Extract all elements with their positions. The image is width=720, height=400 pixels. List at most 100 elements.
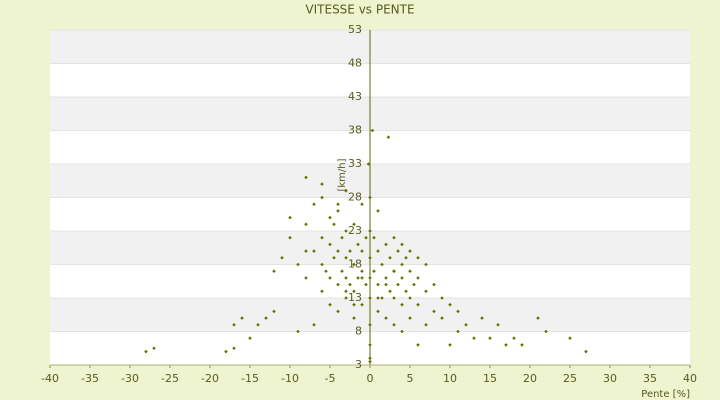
point (370, 128, 375, 133)
x-tick-label: 0 (367, 372, 374, 385)
point (400, 276, 404, 280)
point (264, 316, 268, 320)
point (368, 343, 372, 347)
point (432, 282, 436, 287)
point (368, 296, 372, 300)
x-tick-label: 10 (443, 372, 457, 385)
point (272, 309, 276, 314)
point (392, 296, 396, 300)
point (380, 296, 384, 300)
x-axis-label: Pente [%] (641, 389, 690, 400)
y-tick-label: 8 (355, 325, 362, 338)
point (364, 235, 368, 240)
point (232, 346, 236, 351)
x-tick-label: -30 (121, 372, 139, 385)
point (352, 222, 356, 227)
point (328, 242, 332, 247)
point (344, 189, 348, 193)
point (400, 302, 404, 307)
point (384, 282, 388, 287)
point (344, 296, 348, 300)
point (152, 346, 156, 351)
point (372, 235, 376, 240)
point (336, 209, 340, 213)
point (440, 296, 444, 300)
point (296, 262, 300, 267)
point (296, 329, 300, 334)
point (320, 235, 324, 240)
point (464, 323, 468, 327)
point (472, 336, 476, 340)
y-tick-label: 43 (348, 90, 362, 103)
point (232, 323, 236, 327)
point (280, 256, 284, 260)
x-tick-label: 40 (683, 372, 697, 385)
y-tick-label: 38 (348, 124, 362, 137)
y-tick-label: 23 (348, 224, 362, 237)
point (348, 249, 352, 253)
point (344, 256, 348, 260)
point (364, 282, 368, 287)
point (368, 356, 372, 361)
point (440, 316, 444, 320)
point (360, 202, 364, 206)
point (536, 316, 540, 320)
y-axis-label: [km/h] (337, 158, 348, 191)
point (328, 276, 332, 280)
x-tick-label: 35 (643, 372, 657, 385)
point (320, 195, 324, 200)
point (320, 289, 324, 294)
point (304, 249, 308, 253)
x-tick-label: -40 (41, 372, 59, 385)
point (144, 349, 148, 354)
point (456, 309, 460, 314)
x-tick-label: -20 (201, 372, 219, 385)
x-tick-label: 30 (603, 372, 617, 385)
x-tick-label: -5 (325, 372, 336, 385)
y-tick-label: 53 (348, 23, 362, 36)
point (408, 269, 412, 273)
point (368, 195, 372, 200)
point (488, 336, 492, 340)
point (416, 302, 420, 307)
point (384, 316, 388, 320)
point (240, 316, 244, 320)
point (352, 289, 356, 294)
point (568, 336, 572, 340)
point (400, 329, 404, 334)
point (392, 235, 396, 240)
point (392, 269, 396, 273)
point (432, 309, 436, 314)
point (272, 269, 276, 273)
point (248, 336, 252, 340)
point (328, 215, 332, 220)
point (376, 309, 380, 314)
point (512, 336, 516, 340)
point (400, 262, 404, 267)
point (400, 242, 404, 247)
x-tick-label: -10 (281, 372, 299, 385)
point (288, 235, 292, 240)
point (520, 343, 524, 347)
point (352, 302, 356, 307)
point (424, 323, 428, 327)
x-tick-label: 20 (523, 372, 537, 385)
point (348, 282, 352, 287)
point (408, 316, 412, 320)
point (352, 316, 356, 320)
point (416, 276, 420, 280)
point (312, 202, 316, 206)
point (372, 269, 376, 273)
point (396, 249, 400, 253)
point (456, 329, 460, 334)
point (256, 323, 260, 327)
y-tick-label: 33 (348, 157, 362, 170)
point (360, 276, 364, 280)
x-tick-label: -15 (241, 372, 259, 385)
point (424, 262, 428, 267)
x-tick-label: -35 (81, 372, 99, 385)
point (336, 282, 340, 287)
point (424, 289, 428, 294)
point (368, 229, 372, 233)
point (320, 262, 324, 267)
